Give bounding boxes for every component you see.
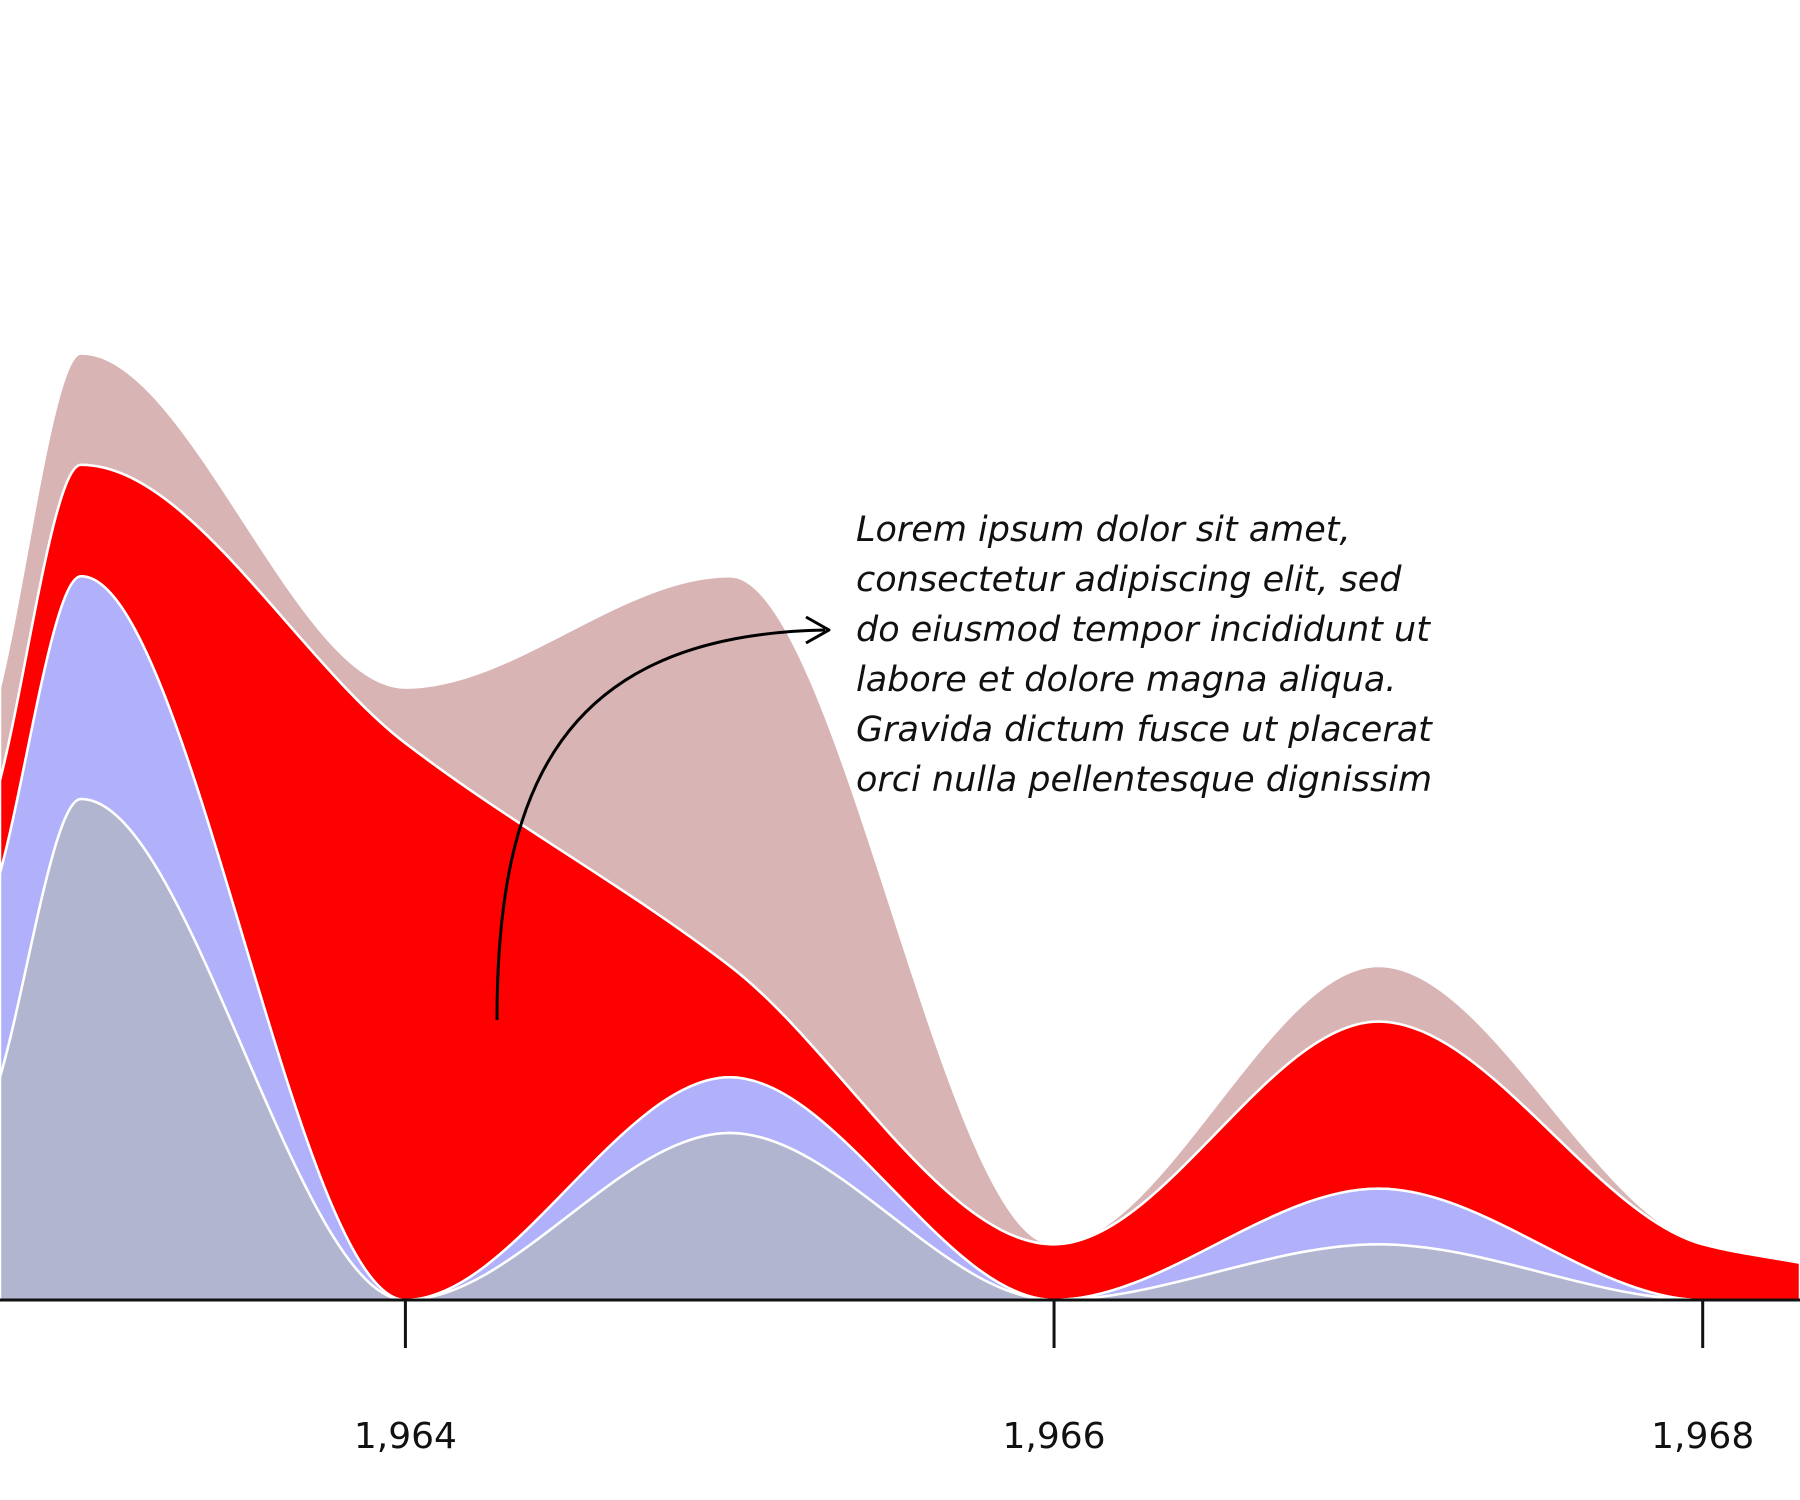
- area-layers: [0, 352, 1800, 1302]
- arrow-head-icon: [805, 615, 831, 645]
- annotation-line: labore et dolore magna aliqua.: [856, 660, 1397, 700]
- x-tick-label: 1,968: [1651, 1416, 1754, 1457]
- x-tick-label: 1,966: [1003, 1416, 1106, 1457]
- annotation-line: Gravida dictum fusce ut placerat: [856, 710, 1432, 750]
- annotation-line: consectetur adipiscing elit, sed: [856, 560, 1402, 600]
- annotation-text: Lorem ipsum dolor sit amet, consectetur …: [856, 505, 1616, 805]
- arrow-line: [495, 628, 826, 1021]
- annotation-line: do eiusmod tempor incididunt ut: [856, 610, 1430, 650]
- annotation-arrow: [495, 615, 831, 1021]
- x-tick-label: 1,964: [354, 1416, 457, 1457]
- annotation-line: Lorem ipsum dolor sit amet,: [856, 510, 1351, 550]
- x-axis: 1,964 1,966 1,968: [0, 1298, 1800, 1457]
- annotation-line: orci nulla pellentesque dignissim: [856, 760, 1433, 800]
